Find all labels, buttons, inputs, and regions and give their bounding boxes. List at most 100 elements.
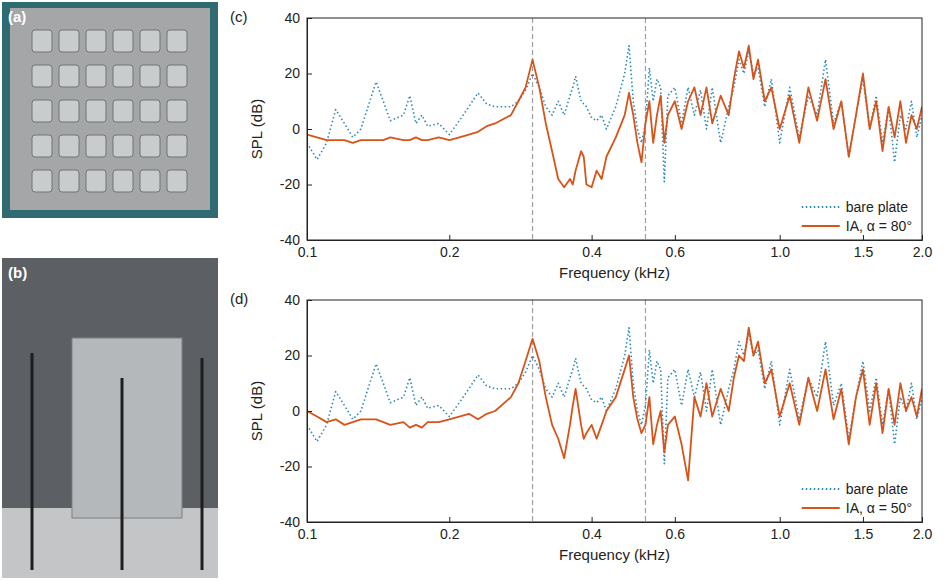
plot-marks [307,18,922,240]
tick-label: 0.1 [298,244,318,260]
tick-label: 0.2 [440,244,460,260]
tick-label: 0 [292,403,300,419]
legend-label: IA, α = 80° [846,218,912,234]
photo-tripod [31,353,34,570]
tick-mark [307,18,312,19]
legend-label: bare plate [846,199,908,215]
photo-cell [32,65,52,87]
panel-label: (d) [230,290,248,307]
tick-mark [592,235,593,240]
x-axis-title: Frequency (kHz) [559,546,670,563]
tick-label: 20 [284,347,300,363]
tick: 0.2 [440,235,460,260]
tick-label: 0.6 [666,244,686,260]
tick: 0.4 [582,235,602,260]
tick-label: 0.2 [440,526,460,542]
tick-mark [922,517,923,522]
series-line [307,46,922,188]
legend: bare plateIA, α = 50° [802,481,912,516]
tick-label: 0 [292,121,300,137]
photo-cell [140,65,160,87]
tick-mark [307,300,312,301]
tick-label: 0.4 [582,526,602,542]
plot-marks [307,300,922,522]
photo-plate [10,8,210,210]
tick-mark [307,522,312,523]
tick-mark [307,185,312,186]
tick: 1.5 [854,517,874,542]
photo-background [2,258,218,578]
tick: 40 [284,292,312,308]
y-axis: -40 -20 0 20 40 [280,292,312,530]
photo-cell [113,170,133,192]
photo-cell [140,100,160,122]
x-axis-title: Frequency (kHz) [559,264,670,281]
tick-label: 1.5 [854,244,874,260]
plot-frame [307,18,922,240]
tick-label: 0.1 [298,526,318,542]
tick-mark [449,517,450,522]
tick: 1.0 [770,517,790,542]
tick: 20 [284,65,312,81]
legend-label: IA, α = 50° [846,500,912,516]
tick-label: -20 [280,176,300,192]
photo-tripod [121,378,124,570]
photo-cell [86,30,106,52]
series-line [307,46,922,182]
reference-line [532,18,533,240]
photo-cell [113,65,133,87]
tick: 0.4 [582,517,602,542]
tick-label: 20 [284,65,300,81]
tick-label: -20 [280,458,300,474]
tick: -40 [280,514,312,530]
photo-tripod [201,358,204,570]
chart-panel: 0.1 0.2 0.4 0.6 1.0 1.5 2.0 -40 -20 0 20 40 Frequenc… [230,290,932,563]
axis-line [308,301,313,523]
tick: 0.2 [440,517,460,542]
tick-mark [592,517,593,522]
tick: -20 [280,176,312,192]
chart-panel: 0.10.20.40.61.01.52.0-40-2002040Frequenc… [230,8,932,281]
tick-label: 1.5 [854,526,874,542]
tick-mark [675,517,676,522]
tick-mark [449,235,450,240]
legend-swatch [802,206,840,208]
photo-panel: (b) [2,258,218,578]
panel-label: (c) [230,8,248,25]
reference-line [532,300,533,522]
tick: 0 [292,403,312,419]
x-axis: 0.1 0.2 0.4 0.6 1.0 1.5 2.0 [298,517,933,542]
tick: 2.0 [913,517,933,542]
photo-cell [167,170,187,192]
photo-cell [86,170,106,192]
tick-mark [307,356,312,357]
axis-line [308,235,923,241]
tick-label: 40 [284,292,300,308]
photo-cell [59,30,79,52]
photo-cell [140,170,160,192]
tick-mark [307,129,312,130]
tick-label: -40 [280,514,300,530]
tick-mark [307,467,312,468]
photo-background [2,2,218,218]
photo-cell [86,100,106,122]
photo-cell [140,135,160,157]
x-axis: 0.10.20.40.61.01.52.0 [298,235,933,260]
axis-line [308,517,923,523]
photo-cell [113,135,133,157]
photo-cell [113,100,133,122]
y-axis: -40-2002040 [280,10,312,248]
tick-mark [307,74,312,75]
tick-mark [307,240,312,241]
photo-cell [59,135,79,157]
photo-cell [113,30,133,52]
legend-entry: bare plate [802,199,908,215]
tick: 0.6 [666,517,686,542]
photo-cell [59,100,79,122]
axis-line [308,19,313,241]
photo-cell [167,65,187,87]
photo-cell [59,65,79,87]
photo-cell [59,170,79,192]
tick: 20 [284,347,312,363]
photo-cell [86,135,106,157]
